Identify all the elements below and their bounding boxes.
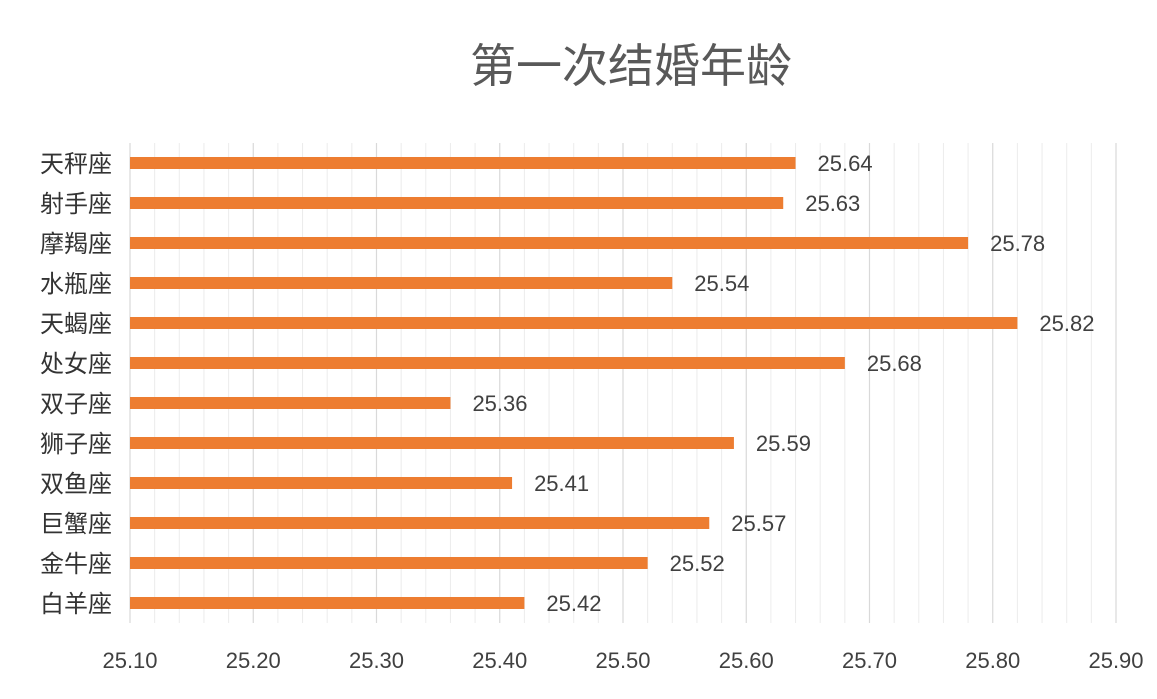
bars (130, 157, 1018, 609)
category-label: 处女座 (40, 350, 112, 378)
category-label: 水瓶座 (40, 270, 112, 298)
data-label: 25.63 (805, 191, 860, 216)
grid-lines (129, 143, 1117, 623)
bar (130, 397, 451, 409)
data-label: 25.59 (756, 431, 811, 456)
chart-title: 第一次结婚年龄 (470, 39, 792, 93)
bar (130, 437, 734, 449)
category-label: 金牛座 (40, 550, 112, 578)
data-label: 25.64 (818, 151, 873, 176)
x-tick-label: 25.90 (1088, 648, 1143, 673)
bar (130, 157, 796, 169)
category-label: 双鱼座 (40, 470, 112, 498)
category-label: 天蝎座 (40, 310, 112, 338)
category-label: 狮子座 (40, 430, 112, 458)
category-label: 射手座 (40, 190, 112, 218)
bar (130, 357, 845, 369)
x-tick-label: 25.30 (349, 648, 404, 673)
data-label: 25.82 (1039, 311, 1094, 336)
data-label: 25.42 (546, 591, 601, 616)
data-label: 25.36 (472, 391, 527, 416)
data-label: 25.54 (694, 271, 749, 296)
x-tick-label: 25.40 (472, 648, 527, 673)
category-label: 摩羯座 (40, 230, 112, 258)
bar (130, 597, 525, 609)
data-label: 25.52 (670, 551, 725, 576)
x-tick-label: 25.10 (102, 648, 157, 673)
bar (130, 197, 784, 209)
bar (130, 277, 673, 289)
x-tick-label: 25.20 (226, 648, 281, 673)
data-label: 25.41 (534, 471, 589, 496)
bar (130, 557, 648, 569)
bar (130, 477, 513, 489)
x-axis-tick-labels: 25.10 25.20 25.30 25.40 25.50 25.60 25.70 25.80… (102, 648, 1143, 673)
bar (130, 517, 710, 529)
category-label: 白羊座 (40, 590, 112, 618)
category-label: 双子座 (40, 390, 112, 418)
data-label: 25.68 (867, 351, 922, 376)
x-tick-label: 25.80 (965, 648, 1020, 673)
category-label: 天秤座 (40, 150, 112, 178)
data-label: 25.78 (990, 231, 1045, 256)
bar (130, 237, 969, 249)
data-label: 25.57 (731, 511, 786, 536)
x-tick-label: 25.50 (595, 648, 650, 673)
x-tick-label: 25.70 (842, 648, 897, 673)
category-label: 巨蟹座 (40, 510, 112, 538)
category-labels: 白羊座 金牛座 巨蟹座 双鱼座 狮子座 双子座 处女座 天蝎座 水瓶座 摩羯座 射手座 天秤座 (40, 150, 112, 618)
bar (130, 317, 1018, 329)
x-tick-label: 25.60 (719, 648, 774, 673)
